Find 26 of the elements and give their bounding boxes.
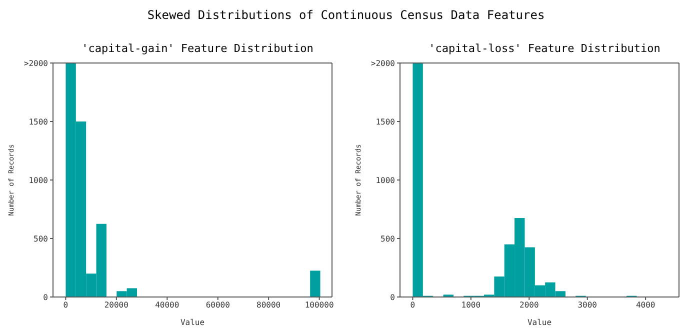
x-tick-label: 60000 xyxy=(206,300,230,310)
x-tick-label: 40000 xyxy=(155,300,180,310)
text: Skewed Distributions of Continuous Census Data Features xyxy=(146,8,546,22)
chart-title: 'capital-gain' Feature Distribution xyxy=(80,42,314,56)
y-tick-label: >2000 xyxy=(24,58,48,68)
x-axis-title: Value xyxy=(180,318,205,327)
y-tick-label: 0 xyxy=(43,292,48,302)
x-axis-title: Value xyxy=(527,318,552,327)
y-tick-label: 0 xyxy=(390,292,396,302)
x-tick-label: 0 xyxy=(410,300,416,310)
y-tick-label: 500 xyxy=(380,234,396,244)
y-tick-label: >2000 xyxy=(370,58,396,68)
x-tick-label: 4000 xyxy=(636,300,656,310)
chart-title: 'capital-loss' Feature Distribution xyxy=(428,42,662,56)
x-tick-label: 0 xyxy=(63,300,68,310)
x-tick-label: 1000 xyxy=(461,300,481,310)
y-tick-label: 1000 xyxy=(376,176,396,185)
x-tick-label: 100000 xyxy=(304,300,334,310)
x-tick-label: 20000 xyxy=(104,300,129,310)
y-tick-label: 1500 xyxy=(28,117,48,126)
y-tick-label: 1500 xyxy=(376,117,396,126)
x-tick-label: 3000 xyxy=(578,300,598,310)
y-tick-label: 500 xyxy=(34,234,48,244)
x-tick-label: 80000 xyxy=(256,300,281,310)
y-tick-label: 1000 xyxy=(28,176,48,185)
x-tick-label: 2000 xyxy=(520,300,539,310)
